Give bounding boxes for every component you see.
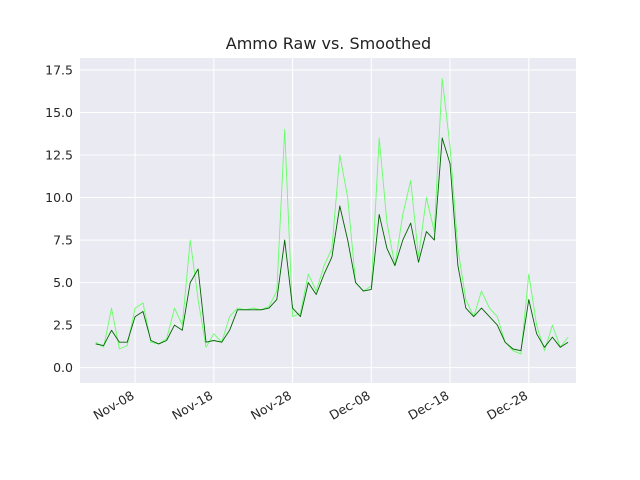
- x-tick-label: Nov-08: [91, 388, 137, 423]
- y-tick-label: 7.5: [53, 233, 73, 248]
- x-tick-label: Nov-18: [169, 388, 215, 423]
- y-tick-label: 17.5: [45, 62, 73, 77]
- x-tick-label: Dec-08: [327, 388, 373, 423]
- y-tick-label: 5.0: [53, 275, 73, 290]
- x-tick-label: Nov-28: [248, 388, 294, 423]
- y-tick-label: 0.0: [53, 360, 73, 375]
- x-tick-label: Dec-18: [405, 388, 451, 423]
- chart-title: Ammo Raw vs. Smoothed: [226, 34, 431, 53]
- x-tick-label: Dec-28: [484, 388, 530, 423]
- series-line-raw: [95, 77, 569, 355]
- y-tick-label: 10.0: [45, 190, 73, 205]
- y-tick-label: 2.5: [53, 318, 73, 333]
- y-tick-label: 15.0: [45, 105, 73, 120]
- series-line-smoothed: [95, 137, 569, 352]
- y-tick-label: 12.5: [45, 147, 73, 162]
